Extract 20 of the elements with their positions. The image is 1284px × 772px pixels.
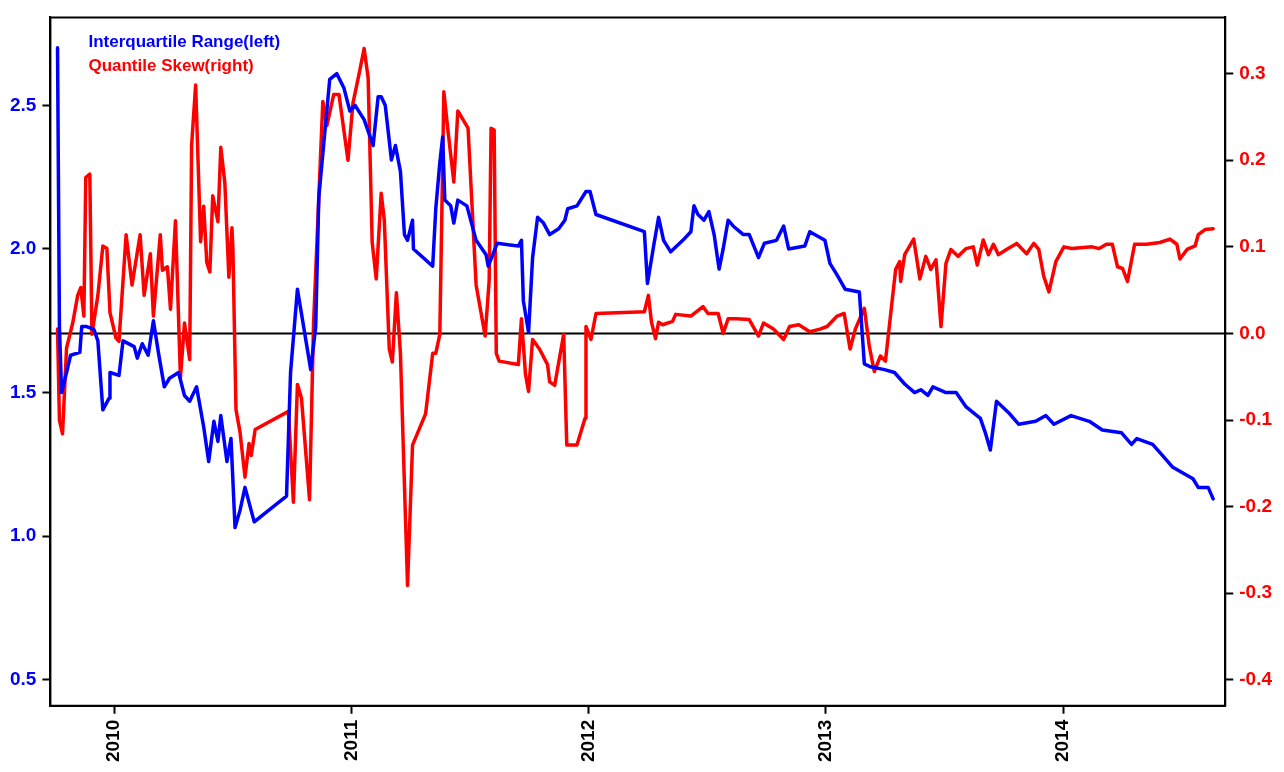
y2-tick-label: 0.2 bbox=[1239, 148, 1266, 170]
x-tick-label: 2014 bbox=[1051, 719, 1073, 763]
y-tick-label: 0.5 bbox=[9, 668, 37, 690]
y2-tick-label: -0.2 bbox=[1239, 494, 1273, 516]
x-tick-label: 2010 bbox=[102, 719, 124, 763]
y-tick-label: 2.5 bbox=[9, 93, 37, 115]
y-tick-label: 1.0 bbox=[9, 524, 37, 546]
y2-tick-label: 0.1 bbox=[1239, 235, 1267, 257]
x-tick-label: 2013 bbox=[814, 719, 836, 763]
y-tick-label: 2.0 bbox=[9, 237, 37, 259]
y-tick-label: 1.5 bbox=[9, 380, 37, 402]
y2-tick-label: -0.3 bbox=[1239, 581, 1273, 603]
y2-tick-label: 0.3 bbox=[1239, 61, 1266, 83]
series-label: Quantile Skew(right) bbox=[88, 55, 254, 75]
series-label: Interquartile Range(left) bbox=[88, 31, 281, 51]
y2-tick-label: 0.0 bbox=[1239, 321, 1266, 343]
y2-tick-label: -0.4 bbox=[1239, 667, 1273, 689]
y2-tick-label: -0.1 bbox=[1239, 408, 1273, 430]
x-tick-label: 2011 bbox=[339, 719, 361, 761]
x-tick-label: 2012 bbox=[576, 719, 598, 763]
